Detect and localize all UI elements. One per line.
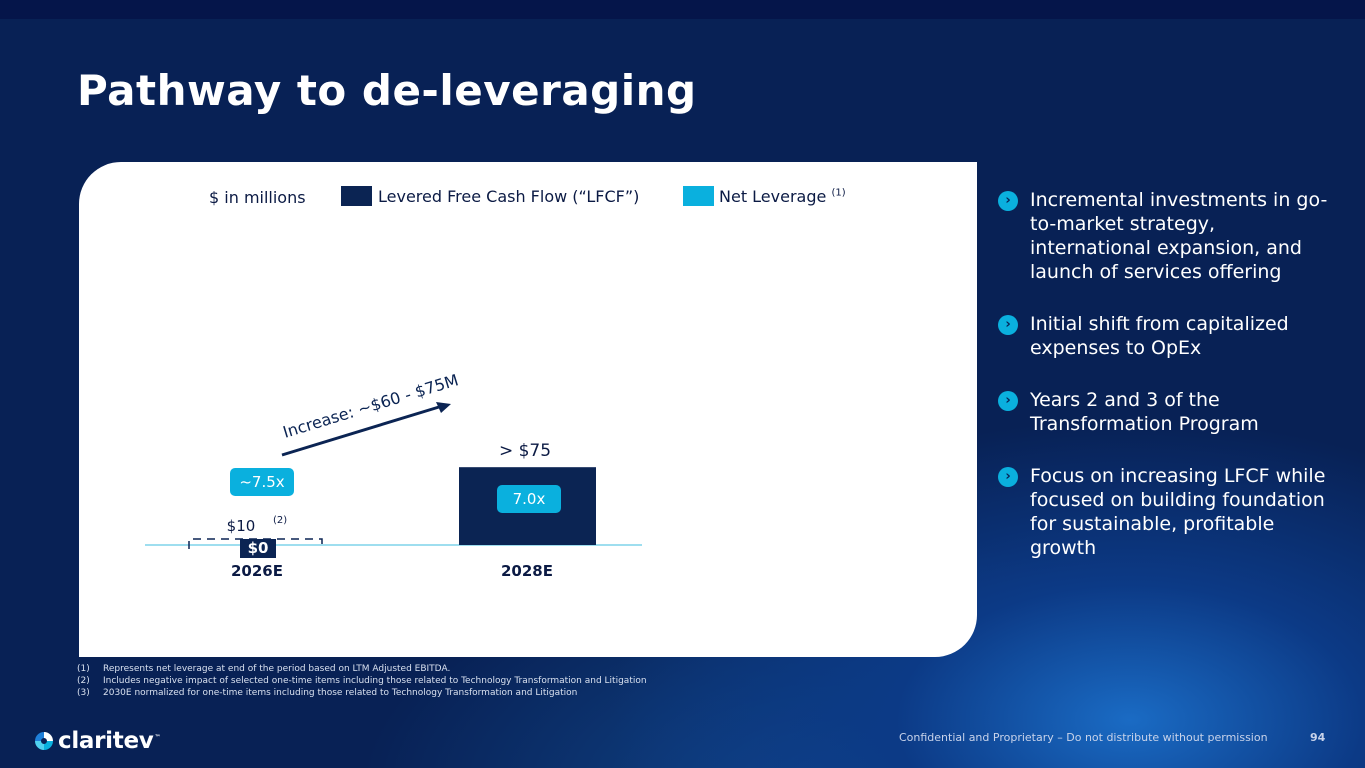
increase-arrow-head bbox=[436, 402, 451, 413]
units-label: $ in millions bbox=[209, 188, 306, 207]
bullet-item: › Focus on increasing LFCF while focused … bbox=[998, 464, 1338, 560]
footnote-number: (3) bbox=[77, 688, 90, 698]
lfcf-value-label-2026e: $10 bbox=[227, 517, 256, 535]
lfcf-value-label-2028e: > $75 bbox=[499, 441, 551, 461]
x-tick-2026e: 2026E bbox=[231, 562, 283, 580]
confidentiality-notice: Confidential and Proprietary – Do not di… bbox=[899, 731, 1268, 744]
footnote-number: (2) bbox=[77, 676, 90, 686]
logo-wordmark: claritev™ bbox=[58, 728, 161, 754]
chevron-right-icon: › bbox=[998, 467, 1018, 487]
page-number: 94 bbox=[1310, 731, 1326, 744]
chart-card: $ in millions Levered Free Cash Flow (“L… bbox=[79, 162, 977, 657]
lfcf-zero-box bbox=[240, 539, 276, 558]
footnote-text: Includes negative impact of selected one… bbox=[103, 676, 647, 686]
bullet-list: › Incremental investments in go-to-market… bbox=[998, 188, 1338, 588]
net-leverage-2026e-pill bbox=[230, 468, 294, 496]
leverage-legend-label: Net Leverage (1) bbox=[719, 187, 846, 206]
footnote-number: (1) bbox=[77, 664, 90, 674]
bullet-text: Incremental investments in go-to-market … bbox=[1030, 189, 1328, 283]
bullet-item: › Initial shift from capitalized expenses… bbox=[998, 312, 1338, 360]
net-leverage-2028e-pill bbox=[497, 485, 561, 513]
bullet-text: Initial shift from capitalized expenses … bbox=[1030, 313, 1289, 359]
chevron-right-icon: › bbox=[998, 315, 1018, 335]
footnote-text: 2030E normalized for one-time items incl… bbox=[103, 688, 578, 698]
footnote: (3) 2030E normalized for one-time items i… bbox=[77, 687, 647, 699]
increase-arrow-line bbox=[281, 405, 440, 457]
page-title: Pathway to de-leveraging bbox=[77, 66, 697, 115]
bullet-text: Years 2 and 3 of the Transformation Prog… bbox=[1030, 389, 1259, 435]
lfcf-legend-label: Levered Free Cash Flow (“LFCF”) bbox=[378, 187, 640, 206]
lfcf-value-sup-2026e: (2) bbox=[273, 515, 287, 526]
net-leverage-2028e-label: 7.0x bbox=[513, 490, 546, 508]
leverage-legend-swatch bbox=[683, 186, 714, 206]
bullet-item: › Incremental investments in go-to-market… bbox=[998, 188, 1338, 284]
bullet-text: Focus on increasing LFCF while focused o… bbox=[1030, 465, 1326, 559]
claritev-logo: claritev™ bbox=[34, 728, 160, 754]
footnote: (2) Includes negative impact of selected … bbox=[77, 675, 647, 687]
top-bar bbox=[0, 0, 1365, 19]
footnote: (1) Represents net leverage at end of the… bbox=[77, 663, 647, 675]
footnote-text: Represents net leverage at end of the pe… bbox=[103, 664, 451, 674]
lfcf-zero-label: $0 bbox=[248, 539, 269, 557]
chevron-right-icon: › bbox=[998, 191, 1018, 211]
x-tick-2028e: 2028E bbox=[501, 562, 553, 580]
claritev-logo-icon bbox=[35, 732, 53, 750]
net-leverage-2026e-label: ~7.5x bbox=[239, 473, 284, 491]
bullet-item: › Years 2 and 3 of the Transformation Pro… bbox=[998, 388, 1338, 436]
lfcf-legend-swatch bbox=[341, 186, 372, 206]
increase-annotation: Increase: ~$60 - $75M bbox=[281, 370, 461, 442]
footnotes: (1) Represents net leverage at end of the… bbox=[77, 663, 647, 699]
lfcf-bar-chart: $0 $10 (2) > $75 ~7.5x 7.0x 2026E 2028E Increase… bbox=[145, 370, 642, 580]
chevron-right-icon: › bbox=[998, 391, 1018, 411]
